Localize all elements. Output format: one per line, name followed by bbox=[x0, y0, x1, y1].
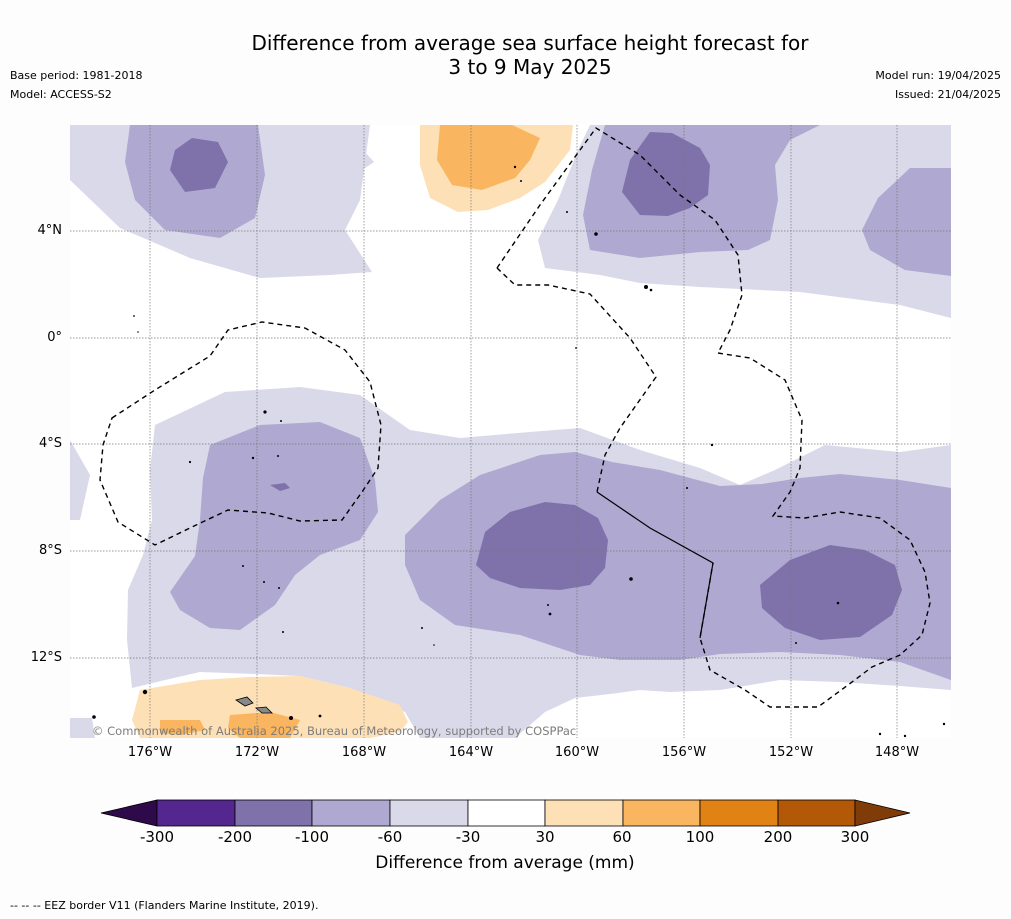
small-light-patch bbox=[332, 138, 374, 178]
colorbar-tick-3: -100 bbox=[294, 828, 330, 846]
colorbar-tick-1: -300 bbox=[139, 828, 175, 846]
map-canvas bbox=[70, 125, 951, 738]
island-markers bbox=[92, 165, 946, 738]
lon-label-160w: 160°W bbox=[554, 745, 600, 760]
map-title: Difference from average sea surface heig… bbox=[180, 31, 880, 79]
colorbar-tick-8: 100 bbox=[685, 828, 715, 846]
colorbar-tick-4: -60 bbox=[377, 828, 403, 846]
eez-border-east bbox=[699, 352, 931, 708]
graticule bbox=[70, 125, 951, 738]
issued-date: Issued: 21/04/2025 bbox=[894, 88, 1001, 101]
colorbar-bin-7 bbox=[622, 799, 701, 827]
south-west-light-patch bbox=[70, 718, 95, 738]
colorbar-extend-high bbox=[854, 799, 911, 827]
north-east-medium-region bbox=[862, 168, 951, 276]
lon-label-148w: 148°W bbox=[874, 745, 920, 760]
lon-label-164w: 164°W bbox=[448, 745, 494, 760]
colorbar-bin-5 bbox=[467, 799, 546, 827]
lat-label-4n: 4°N bbox=[37, 223, 63, 238]
eez-border-north bbox=[496, 127, 743, 354]
colorbar bbox=[100, 799, 911, 827]
colorbar-tick-7: 60 bbox=[612, 828, 632, 846]
title-line-1: Difference from average sea surface heig… bbox=[251, 31, 809, 55]
model-run: Model run: 19/04/2025 bbox=[875, 69, 1001, 82]
colorbar-tick-6: 30 bbox=[535, 828, 555, 846]
meta-left: Base period: 1981-2018 Model: ACCESS-S2 bbox=[10, 66, 142, 104]
colorbar-extend-low bbox=[100, 799, 158, 827]
colorbar-bin-1 bbox=[156, 799, 236, 827]
south-orange-patch-a bbox=[160, 720, 205, 735]
lon-label-152w: 152°W bbox=[768, 745, 814, 760]
colorbar-tick-10: 300 bbox=[840, 828, 870, 846]
eez-border-solid bbox=[596, 491, 714, 639]
colorbar-bin-8 bbox=[699, 799, 779, 827]
model-name: Model: ACCESS-S2 bbox=[10, 88, 112, 101]
anomaly-positive-regions bbox=[132, 125, 573, 738]
colorbar-label: Difference from average (mm) bbox=[375, 853, 635, 873]
south-east-dark-patch bbox=[760, 545, 902, 640]
colorbar-tick-2: -200 bbox=[217, 828, 253, 846]
colorbar-bin-3 bbox=[311, 799, 391, 827]
north-orange-patch bbox=[437, 125, 540, 190]
colorbar-bin-6 bbox=[544, 799, 624, 827]
south-west-medium-region bbox=[170, 422, 378, 630]
base-period: Base period: 1981-2018 bbox=[10, 69, 143, 82]
colorbar-tick-9: 200 bbox=[763, 828, 793, 846]
map-panel bbox=[70, 125, 951, 738]
lon-label-172w: 172°W bbox=[234, 745, 280, 760]
lat-label-0: 0° bbox=[47, 330, 62, 345]
north-central-dark-patch bbox=[622, 132, 710, 216]
colorbar-tick-5: -30 bbox=[455, 828, 481, 846]
lat-label-12s: 12°S bbox=[30, 650, 62, 665]
south-west-dark-patch bbox=[270, 483, 290, 491]
meta-right: Model run: 19/04/2025 Issued: 21/04/2025 bbox=[875, 66, 1001, 104]
lon-label-168w: 168°W bbox=[341, 745, 387, 760]
samoa-islands bbox=[235, 696, 273, 714]
south-central-dark-patch bbox=[476, 502, 608, 590]
eez-footnote: -- -- -- EEZ border V11 (Flanders Marine… bbox=[10, 899, 319, 912]
colorbar-bin-9 bbox=[777, 799, 856, 827]
lon-label-176w: 176°W bbox=[127, 745, 173, 760]
eez-border-west bbox=[99, 321, 382, 546]
south-orange-patch-b bbox=[228, 712, 300, 738]
colorbar-bin-4 bbox=[389, 799, 469, 827]
colorbar-bin-2 bbox=[234, 799, 313, 827]
eez-borders bbox=[99, 127, 931, 708]
lat-label-8s: 8°S bbox=[38, 543, 62, 558]
north-west-dark-patch bbox=[170, 138, 228, 192]
copyright-notice: © Commonwealth of Australia 2025, Bureau… bbox=[92, 724, 577, 738]
lat-label-4s: 4°S bbox=[38, 436, 62, 451]
anomaly-dark-regions bbox=[170, 132, 902, 640]
title-line-2: 3 to 9 May 2025 bbox=[448, 55, 612, 79]
south-light-region bbox=[70, 440, 90, 520]
lon-label-156w: 156°W bbox=[661, 745, 707, 760]
eez-border-north-inner bbox=[496, 267, 657, 493]
